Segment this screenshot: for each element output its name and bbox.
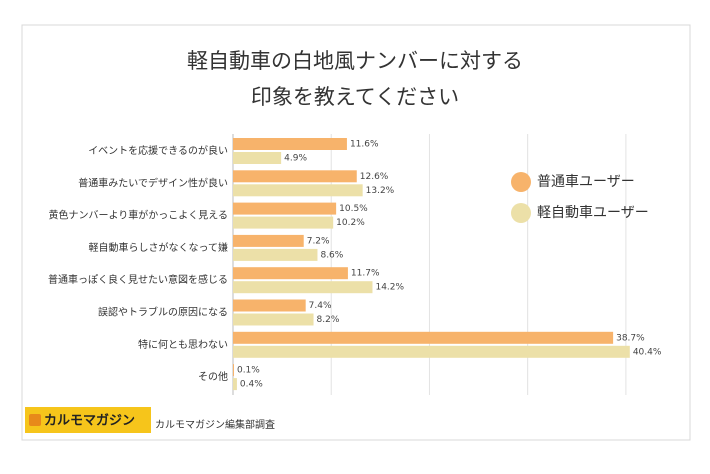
- category-label: 普通車みたいでデザイン性が良い: [78, 176, 228, 189]
- bar: [233, 216, 334, 229]
- bar: [233, 170, 357, 183]
- category-label: 普通車っぽく良く見せたい意図を感じる: [48, 273, 228, 286]
- bar: [233, 364, 234, 377]
- value-label: 7.4%: [309, 301, 332, 311]
- value-label: 0.4%: [240, 380, 263, 390]
- bar: [233, 313, 314, 326]
- chart-title: 軽自動車の白地風ナンバーに対する: [187, 49, 523, 73]
- category-label: その他: [198, 370, 228, 383]
- brand-text: カルモマガジン: [44, 414, 135, 429]
- value-label: 13.2%: [366, 186, 395, 196]
- card: [21, 24, 691, 441]
- category-label: 黄色ナンバーより車がかっこよく見える: [49, 209, 229, 222]
- value-label: 11.6%: [350, 140, 379, 150]
- logo-icon: [29, 414, 41, 426]
- bar: [233, 267, 348, 280]
- brand-logo: カルモマガジン: [25, 407, 151, 433]
- category-label: 軽自動車らしさがなくなって嫌: [89, 241, 229, 254]
- value-label: 10.2%: [336, 218, 365, 228]
- legend-label: 軽自動車ユーザー: [537, 204, 649, 221]
- value-label: 10.5%: [339, 204, 368, 214]
- logo-box: [25, 407, 151, 433]
- value-label: 8.6%: [320, 250, 343, 260]
- bar: [233, 331, 614, 344]
- value-label: 40.4%: [633, 347, 662, 357]
- bar: [233, 138, 347, 150]
- bar: [233, 378, 237, 391]
- bar: [233, 345, 630, 358]
- category-label: 特に何とも思わない: [138, 338, 228, 351]
- category-label: イベントを応援できるのが良い: [88, 144, 228, 157]
- value-label: 38.7%: [616, 333, 645, 343]
- value-label: 7.2%: [307, 236, 330, 246]
- bar: [233, 248, 318, 261]
- value-label: 4.9%: [284, 154, 307, 164]
- chart-title: 印象を教えてください: [251, 85, 459, 109]
- source-note: カルモマガジン編集部調査: [155, 418, 275, 431]
- bar: [233, 299, 306, 312]
- bar: [233, 152, 282, 164]
- legend-swatch: [511, 203, 531, 223]
- legend-label: 普通車ユーザー: [537, 173, 635, 190]
- bar: [233, 234, 304, 247]
- value-label: 8.2%: [317, 315, 340, 325]
- bar: [233, 184, 363, 197]
- bar: [233, 202, 337, 215]
- value-label: 11.7%: [351, 269, 380, 279]
- value-label: 0.1%: [237, 366, 260, 376]
- bar: [233, 281, 373, 294]
- category-label: 誤認やトラブルの原因になる: [98, 306, 228, 319]
- value-label: 12.6%: [360, 172, 389, 182]
- legend-swatch: [511, 172, 531, 192]
- value-label: 14.2%: [375, 283, 404, 293]
